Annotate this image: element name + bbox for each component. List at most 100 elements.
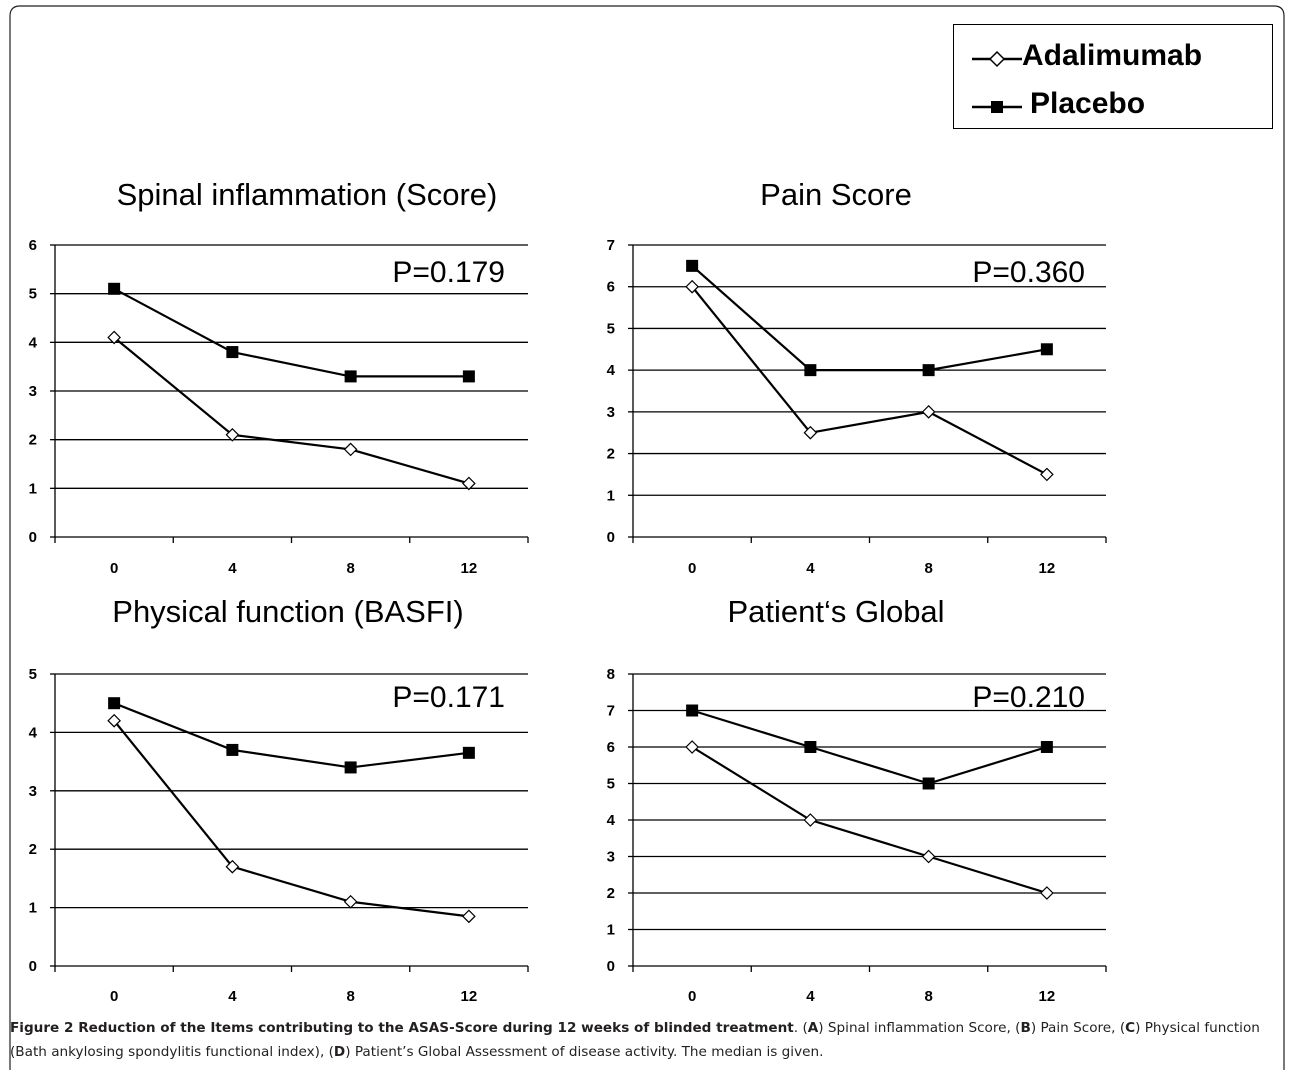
data-point-placebo: [226, 743, 239, 756]
data-point-placebo: [1040, 741, 1053, 753]
data-point-adalimumab: [803, 813, 818, 827]
series-line-adalimumab: [113, 336, 470, 485]
data-point-adalimumab: [343, 442, 358, 457]
data-point-adalimumab: [921, 849, 936, 864]
y-tick-label: 2: [29, 841, 37, 858]
figure-caption: Figure 2 Reduction of the Items contribu…: [10, 1016, 1276, 1064]
y-tick-label: 2: [29, 432, 37, 449]
data-point-adalimumab: [1040, 886, 1054, 900]
data-point-adalimumab: [225, 859, 240, 874]
y-tick-label: 3: [607, 404, 615, 421]
x-tick-label: 4: [806, 560, 815, 577]
series-line-placebo: [691, 709, 1048, 785]
data-point-placebo: [462, 746, 475, 759]
chart-title: Patient‘s Global: [727, 594, 944, 629]
data-point-placebo: [686, 704, 699, 717]
y-tick-label: 0: [29, 529, 37, 546]
caption-text-3: ) Pain Score, (: [1030, 1020, 1126, 1036]
caption-text-4: ) Physical function (Bath ankylosing spo…: [10, 1020, 1260, 1060]
series-line-adalimumab: [691, 286, 1048, 476]
y-tick-label: 1: [29, 480, 37, 497]
y-tick-label: 0: [607, 529, 615, 546]
y-tick-label: 2: [607, 885, 615, 902]
data-point-adalimumab: [685, 279, 699, 294]
y-tick-label: 3: [29, 383, 37, 400]
y-tick-label: 5: [607, 776, 615, 793]
data-point-adalimumab: [462, 909, 476, 924]
data-point-placebo: [226, 346, 239, 359]
chart-title: Physical function (BASFI): [112, 594, 463, 629]
x-tick-label: 0: [110, 560, 118, 577]
y-tick-label: 7: [607, 703, 615, 720]
y-tick-label: 3: [29, 783, 37, 800]
data-point-placebo: [686, 259, 699, 272]
x-tick-label: 0: [688, 560, 696, 577]
diamond-marker-icon: [972, 50, 1022, 68]
series-line-adalimumab: [113, 720, 470, 918]
x-tick-label: 12: [461, 560, 478, 577]
y-tick-label: 0: [607, 958, 615, 975]
legend-item-placebo: Placebo: [954, 87, 1272, 127]
caption-panel-a: A: [807, 1020, 819, 1036]
x-tick-label: 4: [228, 988, 237, 1005]
y-tick-label: 1: [29, 900, 37, 917]
x-tick-label: 8: [346, 988, 354, 1005]
data-point-placebo: [344, 761, 357, 774]
figure-border: [9, 5, 1285, 1070]
square-marker-icon: [972, 101, 1022, 113]
caption-text-5: ) Patient’s Global Assessment of disease…: [345, 1044, 824, 1060]
caption-panel-b: B: [1020, 1020, 1031, 1036]
p-value-annotation: P=0.210: [972, 681, 1085, 714]
x-tick-label: 4: [806, 988, 815, 1005]
y-tick-label: 4: [29, 724, 38, 741]
y-tick-label: 8: [607, 666, 615, 683]
data-point-placebo: [108, 697, 121, 710]
data-point-placebo: [344, 370, 357, 383]
y-tick-label: 1: [607, 922, 615, 939]
p-value-annotation: P=0.360: [972, 256, 1085, 289]
data-point-adalimumab: [225, 427, 240, 442]
data-point-adalimumab: [107, 713, 121, 728]
caption-label: Figure 2 Reduction of the Items contribu…: [10, 1020, 794, 1036]
legend-item-adalimumab: Adalimumab: [954, 39, 1272, 79]
series-line-placebo: [691, 265, 1048, 372]
caption-panel-c: C: [1125, 1020, 1136, 1036]
data-point-placebo: [108, 282, 121, 295]
chart-legend: Adalimumab Placebo: [953, 24, 1273, 129]
x-tick-label: 0: [110, 988, 118, 1005]
data-point-adalimumab: [343, 894, 358, 909]
series-line-placebo: [113, 702, 470, 769]
data-point-adalimumab: [921, 405, 936, 419]
y-tick-label: 2: [607, 446, 615, 463]
data-point-placebo: [804, 741, 817, 753]
p-value-annotation: P=0.171: [392, 681, 505, 714]
data-point-placebo: [1040, 343, 1053, 356]
p-value-annotation: P=0.179: [392, 256, 505, 289]
y-tick-label: 5: [29, 666, 37, 683]
chart-title: Spinal inflammation (Score): [117, 177, 498, 212]
data-point-placebo: [922, 364, 935, 377]
x-tick-label: 4: [228, 560, 237, 577]
legend-label-placebo: Placebo: [1030, 87, 1146, 120]
legend-label-adalimumab: Adalimumab: [1022, 39, 1203, 72]
caption-text-2: ) Spinal inflammation Score, (: [818, 1020, 1021, 1036]
x-tick-label: 8: [924, 988, 932, 1005]
data-point-adalimumab: [1040, 467, 1054, 482]
data-point-adalimumab: [685, 740, 699, 754]
y-tick-label: 6: [29, 237, 37, 254]
x-tick-label: 0: [688, 988, 696, 1005]
data-point-placebo: [804, 364, 817, 377]
y-tick-label: 4: [29, 334, 38, 351]
data-point-adalimumab: [107, 330, 121, 345]
x-tick-label: 8: [924, 560, 932, 577]
chart-title: Pain Score: [760, 177, 912, 212]
y-tick-label: 5: [29, 286, 37, 303]
x-tick-label: 12: [1039, 560, 1056, 577]
x-tick-label: 12: [1039, 988, 1056, 1005]
y-tick-label: 0: [29, 958, 37, 975]
y-tick-label: 1: [607, 487, 615, 504]
y-tick-label: 5: [607, 320, 615, 337]
